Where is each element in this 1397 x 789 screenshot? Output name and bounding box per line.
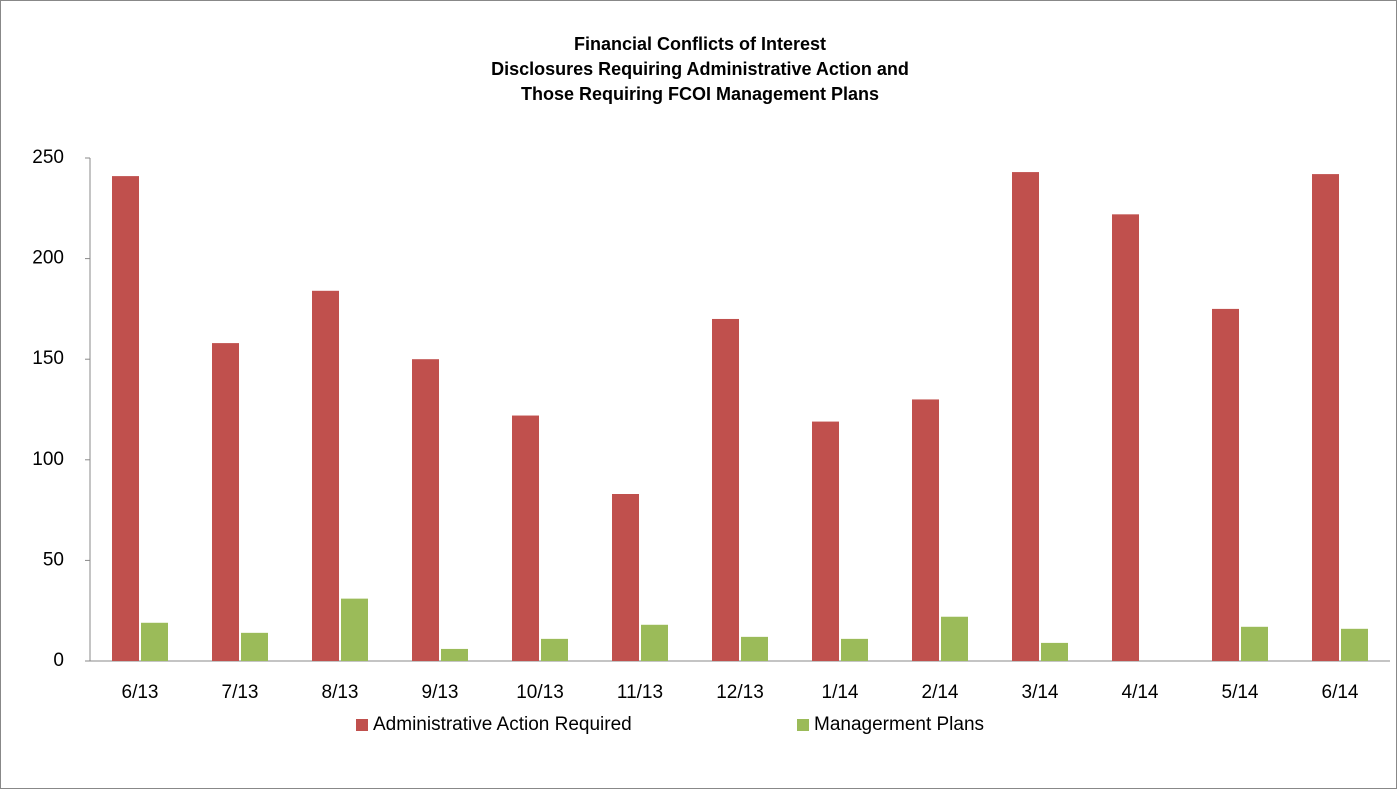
x-tick-label: 9/13 <box>422 682 459 703</box>
bar <box>341 598 368 661</box>
bar <box>1041 642 1068 661</box>
x-tick-label: 3/14 <box>1022 682 1059 703</box>
x-tick-label: 12/13 <box>716 682 764 703</box>
y-tick-label: 50 <box>43 549 64 570</box>
y-tick-label: 100 <box>32 449 64 470</box>
bar <box>1112 214 1139 661</box>
y-tick-label: 200 <box>32 248 64 269</box>
bar <box>1312 174 1339 661</box>
bar <box>241 632 268 661</box>
legend-swatch <box>356 719 368 731</box>
bar <box>1212 308 1239 661</box>
bar <box>641 624 668 661</box>
x-tick-label: 11/13 <box>617 682 663 703</box>
x-tick-label: 2/14 <box>922 682 959 703</box>
chart-title: Those Requiring FCOI Management Plans <box>521 84 879 104</box>
x-tick-label: 1/14 <box>822 682 859 703</box>
legend-swatch <box>797 719 809 731</box>
x-tick-label: 5/14 <box>1222 682 1259 703</box>
bar <box>1012 172 1039 662</box>
bar <box>1241 626 1268 661</box>
bar <box>812 421 839 661</box>
bar <box>841 638 868 661</box>
bar <box>1341 628 1368 661</box>
bar <box>212 343 239 661</box>
x-tick-label: 6/14 <box>1322 682 1359 703</box>
bar <box>712 318 739 661</box>
bar <box>612 494 639 661</box>
x-tick-label: 4/14 <box>1122 682 1159 703</box>
x-tick-label: 7/13 <box>222 682 259 703</box>
bar <box>541 638 568 661</box>
bar <box>312 290 339 661</box>
x-tick-label: 6/13 <box>122 682 159 703</box>
y-tick-label: 0 <box>53 650 64 671</box>
y-tick-label: 250 <box>32 147 64 168</box>
y-tick-label: 150 <box>32 348 64 369</box>
x-tick-label: 10/13 <box>516 682 564 703</box>
bar <box>112 176 139 661</box>
bar <box>412 359 439 661</box>
bar <box>741 636 768 661</box>
bar <box>141 622 168 661</box>
legend-label: Managerment Plans <box>814 714 984 735</box>
legend-label: Administrative Action Required <box>373 714 632 735</box>
bar <box>941 616 968 661</box>
chart-title: Financial Conflicts of Interest <box>574 34 826 54</box>
chart-title: Disclosures Requiring Administrative Act… <box>491 59 909 79</box>
bar <box>512 415 539 661</box>
x-tick-label: 8/13 <box>322 682 359 703</box>
bar <box>912 399 939 661</box>
bar <box>441 648 468 661</box>
